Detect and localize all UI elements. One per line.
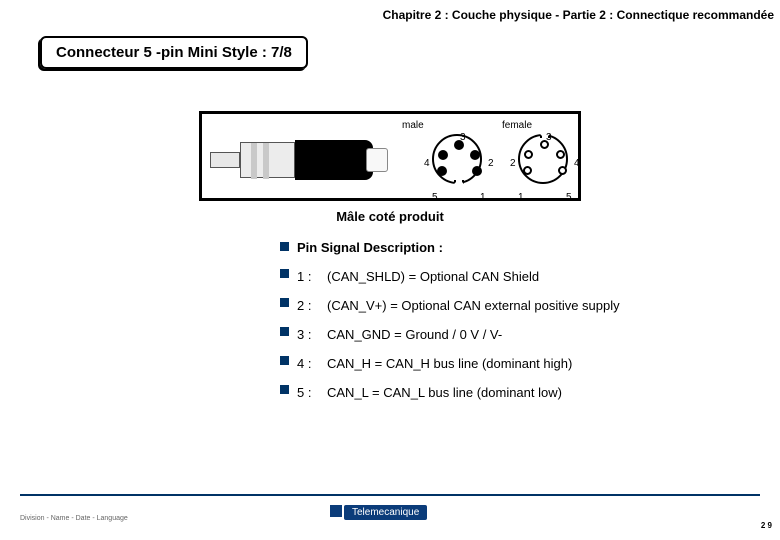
female-pinout: 1 2 3 4 5 bbox=[518, 134, 568, 184]
pin-num: 5 : bbox=[297, 385, 327, 400]
pin-num: 4 : bbox=[297, 356, 327, 371]
pin-row: 5 :CAN_L = CAN_L bus line (dominant low) bbox=[280, 385, 780, 400]
pin-dot-1 bbox=[472, 166, 482, 176]
connector-side-view bbox=[210, 134, 385, 186]
cable-icon bbox=[210, 152, 240, 168]
pin-num: 3 : bbox=[297, 327, 327, 342]
female-pin-num-5: 5 bbox=[566, 192, 572, 203]
pin-row: 2 :(CAN_V+) = Optional CAN external posi… bbox=[280, 298, 780, 313]
male-label: male bbox=[402, 120, 424, 131]
brand-logo: Telemecanique bbox=[330, 502, 427, 520]
connector-diagram: male female 1 2 3 4 5 1 2 3 4 5 bbox=[199, 111, 581, 201]
pin-hole-4 bbox=[556, 150, 565, 159]
female-pin-num-4: 4 bbox=[574, 158, 580, 169]
footer-divider bbox=[20, 494, 760, 496]
pin-desc-heading: Pin Signal Description : bbox=[280, 240, 780, 255]
bullet-icon bbox=[280, 356, 289, 365]
bullet-icon bbox=[280, 269, 289, 278]
bullet-icon bbox=[280, 327, 289, 336]
male-pin-num-4: 4 bbox=[424, 158, 430, 169]
male-pin-num-3: 3 bbox=[460, 132, 466, 143]
pin-hole-5 bbox=[558, 166, 567, 175]
bullet-icon bbox=[280, 298, 289, 307]
slide-title: Connecteur 5 -pin Mini Style : 7/8 bbox=[40, 36, 308, 69]
male-pin-num-1: 1 bbox=[480, 192, 486, 203]
bullet-icon bbox=[280, 385, 289, 394]
pin-hole-1 bbox=[523, 166, 532, 175]
female-label: female bbox=[502, 120, 532, 131]
logo-square-icon bbox=[330, 505, 342, 517]
diagram-caption: Mâle coté produit bbox=[0, 209, 780, 224]
pin-hole-2 bbox=[524, 150, 533, 159]
pin-row: 4 :CAN_H = CAN_H bus line (dominant high… bbox=[280, 356, 780, 371]
barrel-icon bbox=[240, 142, 295, 178]
chapter-header: Chapitre 2 : Couche physique - Partie 2 … bbox=[0, 0, 780, 22]
slide-page: Chapitre 2 : Couche physique - Partie 2 … bbox=[0, 0, 780, 540]
female-pin-num-1: 1 bbox=[518, 192, 524, 203]
page-number: 2 9 bbox=[761, 521, 772, 530]
male-pin-num-5: 5 bbox=[432, 192, 438, 203]
bullet-icon bbox=[280, 242, 289, 251]
pin-dot-4 bbox=[438, 150, 448, 160]
heading-text: Pin Signal Description : bbox=[297, 240, 443, 255]
tip-icon bbox=[366, 148, 388, 172]
pin-text: CAN_H = CAN_H bus line (dominant high) bbox=[327, 356, 572, 371]
female-pin-num-3: 3 bbox=[546, 132, 552, 143]
body-icon bbox=[295, 140, 373, 180]
male-pinout: 1 2 3 4 5 bbox=[432, 134, 482, 184]
female-pin-num-2: 2 bbox=[510, 158, 516, 169]
pin-dot-2 bbox=[470, 150, 480, 160]
pin-description: Pin Signal Description : 1 :(CAN_SHLD) =… bbox=[280, 240, 780, 400]
keying-notch-icon bbox=[454, 180, 464, 184]
pin-row: 1 :(CAN_SHLD) = Optional CAN Shield bbox=[280, 269, 780, 284]
pin-text: (CAN_V+) = Optional CAN external positiv… bbox=[327, 298, 620, 313]
pin-text: (CAN_SHLD) = Optional CAN Shield bbox=[327, 269, 539, 284]
pin-num: 2 : bbox=[297, 298, 327, 313]
brand-name: Telemecanique bbox=[344, 505, 427, 520]
pin-text: CAN_L = CAN_L bus line (dominant low) bbox=[327, 385, 562, 400]
pin-dot-5 bbox=[437, 166, 447, 176]
pin-text: CAN_GND = Ground / 0 V / V- bbox=[327, 327, 502, 342]
pin-row: 3 :CAN_GND = Ground / 0 V / V- bbox=[280, 327, 780, 342]
pin-num: 1 : bbox=[297, 269, 327, 284]
male-pin-num-2: 2 bbox=[488, 158, 494, 169]
footer-meta: Division - Name - Date - Language bbox=[20, 515, 128, 522]
